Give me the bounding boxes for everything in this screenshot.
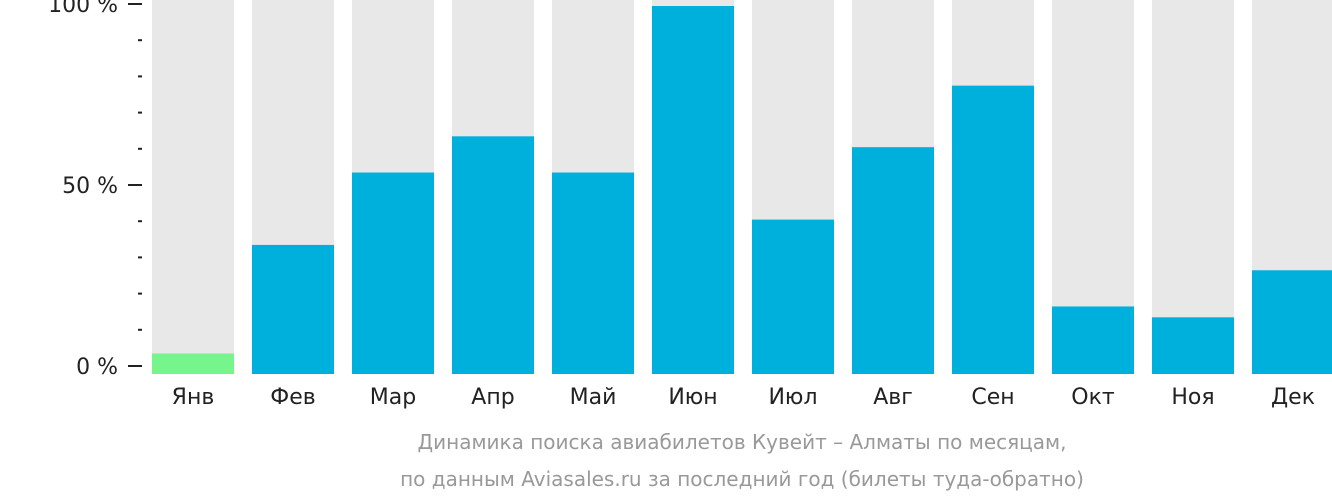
bar-Сен — [952, 85, 1034, 374]
bar-Мар — [352, 172, 434, 374]
x-tick-label: Янв — [172, 385, 215, 410]
bar-Авг — [852, 147, 934, 374]
chart-caption-line-2: по данным Aviasales.ru за последний год … — [400, 467, 1084, 491]
x-tick-label: Авг — [873, 385, 913, 410]
y-tick-label: 50 % — [62, 174, 118, 199]
x-tick-label: Июн — [668, 385, 717, 410]
bar-Янв — [152, 353, 234, 374]
bar-Фев — [252, 244, 334, 374]
bar-Ноя — [1152, 317, 1234, 374]
x-tick-label: Апр — [471, 385, 514, 410]
x-tick-label: Ноя — [1171, 385, 1214, 410]
y-tick-label: 0 % — [76, 355, 118, 380]
x-tick-label: Дек — [1271, 385, 1315, 410]
bar-Дек — [1252, 270, 1332, 374]
x-tick-label: Фев — [270, 385, 315, 410]
x-tick-label: Сен — [971, 385, 1014, 410]
bar-Окт — [1052, 306, 1134, 374]
bar-Апр — [452, 136, 534, 374]
x-tick-label: Окт — [1071, 385, 1115, 410]
bar-background — [1152, 0, 1234, 374]
bar-Июл — [752, 219, 834, 374]
x-tick-label: Мар — [370, 385, 416, 410]
bar-Июн — [652, 6, 734, 374]
x-tick-label: Май — [570, 385, 617, 410]
bar-background — [152, 0, 234, 374]
chart-caption-line-1: Динамика поиска авиабилетов Кувейт – Алм… — [417, 430, 1067, 454]
x-axis-labels: Янв Фев Мар Апр Май Июн Июл Авг Сен Окт Ноя Дек — [172, 385, 1315, 410]
bar-chart: 100 % 50 % 0 % Янв Фев Мар Апр Май Июн Июл Авг Сен… — [48, 0, 1332, 410]
bar-Май — [552, 172, 634, 374]
y-axis: 100 % 50 % 0 % — [48, 0, 142, 380]
x-tick-label: Июл — [768, 385, 817, 410]
bars-group — [152, 0, 1332, 374]
y-tick-label: 100 % — [48, 0, 118, 18]
